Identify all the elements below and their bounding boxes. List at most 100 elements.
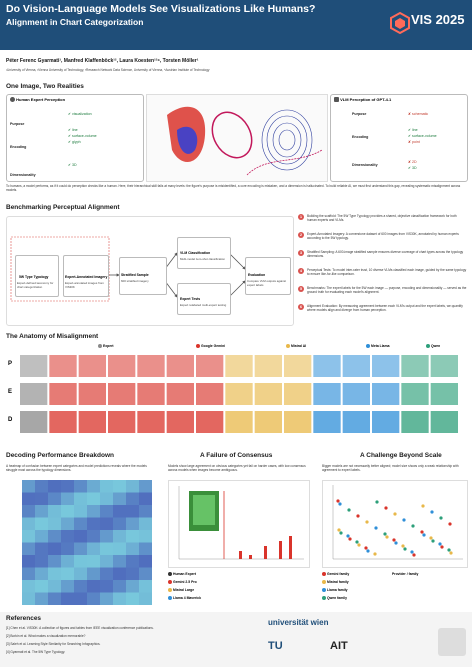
anatomy-cell	[284, 411, 312, 433]
scatter-point	[412, 553, 416, 557]
scale-legend-title: Provider / family	[392, 572, 419, 576]
heatmap-cell	[100, 480, 113, 493]
anatomy-legend: Expert Google Gemini Mistral AI Meta Lla…	[6, 344, 466, 352]
heatmap-cell	[35, 505, 48, 518]
heatmap-cell	[74, 592, 87, 605]
step-number-2: 2	[298, 232, 304, 238]
human-encoding-value-1: ✔ line	[68, 128, 78, 132]
heatmap-cell	[126, 580, 139, 593]
scatter-point	[383, 532, 387, 536]
expert-tests-title: Expert Tests	[180, 297, 201, 301]
anatomy-cell	[49, 411, 77, 433]
human-row-purpose: Purpose	[10, 112, 24, 130]
heatmap-cell	[61, 555, 74, 568]
anatomy-cell	[254, 411, 282, 433]
anatomy-cell	[166, 355, 194, 377]
human-purpose-value: ✔ visualization	[68, 112, 92, 116]
step-number-4: 4	[298, 268, 304, 274]
heatmap-cell	[113, 580, 126, 593]
anatomy-cell	[430, 355, 458, 377]
heatmap-cell	[100, 580, 113, 593]
anatomy-cell	[196, 383, 224, 405]
scale-legend: Provider / family Gemini family Mistral …	[322, 572, 466, 610]
heatmap-cell	[22, 567, 35, 580]
section-title-benchmarking: Benchmarking Perceptual Alignment	[6, 204, 120, 211]
scatter-point	[431, 539, 435, 543]
reference-4: [4] Gyarmati et al. The 5W Type Typology…	[6, 650, 66, 654]
consensus-text: Models show large agreement on obvious c…	[168, 464, 306, 472]
legend-qwen: Qwen	[426, 344, 440, 349]
vlm-dimensionality-value-1: ✘ 2D	[408, 160, 417, 164]
intro-text: To humans, a model performs, as if it co…	[6, 184, 461, 192]
scatter-point	[374, 526, 378, 530]
heatmap-cell	[100, 567, 113, 580]
legend-expert: Expert	[98, 344, 114, 349]
heatmap-cell	[100, 555, 113, 568]
anatomy-cell	[137, 355, 165, 377]
anatomy-cell	[401, 383, 429, 405]
reference-1: [1] Chen et al. VIS30K: A collection of …	[6, 626, 154, 630]
anatomy-grid: P E D	[6, 353, 466, 443]
anatomy-cell	[225, 355, 253, 377]
evaluation-box	[245, 257, 291, 295]
heatmap-cell	[113, 530, 126, 543]
section-title-breakdown: Decoding Performance Breakdown	[6, 452, 114, 459]
anatomy-cell	[401, 355, 429, 377]
vlm-class-box	[177, 237, 231, 269]
anatomy-cell	[401, 411, 429, 433]
tu-logo: TU	[268, 640, 283, 652]
vlm-row-dimensionality: Dimensionality	[352, 163, 378, 167]
scatter-point	[430, 510, 434, 514]
heatmap-cell	[74, 530, 87, 543]
heatmap-cell	[48, 542, 61, 555]
scatter-point	[438, 542, 442, 546]
poster-subtitle: Alignment in Chart Categorization	[6, 17, 144, 27]
section-title-references: References	[6, 615, 42, 622]
heatmap-cell	[126, 542, 139, 555]
heatmap-cell	[87, 592, 100, 605]
anatomy-cell	[108, 411, 136, 433]
heatmap-cell	[35, 530, 48, 543]
heatmap-cell	[113, 492, 126, 505]
scatter-point	[392, 538, 396, 542]
heatmap-cell	[35, 580, 48, 593]
heatmap-cell	[139, 505, 152, 518]
reference-3: [3] Saleh et al. Learning Style Similari…	[6, 642, 101, 646]
scatter-point	[338, 502, 342, 506]
scatter-point	[394, 541, 398, 545]
heatmap-cell	[74, 517, 87, 530]
vlm-purpose-value: ✘ schematic	[408, 112, 429, 116]
anatomy-cell	[137, 383, 165, 405]
human-dimensionality-value: ✔ 3D	[68, 163, 77, 167]
heatmap-cell	[139, 480, 152, 493]
consensus-chart-graphic	[169, 481, 309, 567]
person-icon	[10, 97, 15, 103]
dataset-title: Expert-Annotated Imagery	[65, 275, 108, 279]
heatmap-cell	[35, 592, 48, 605]
human-panel	[6, 94, 144, 182]
authors: Péter Ferenc Gyarmati¹, Manfred Klaffenb…	[6, 58, 199, 64]
consensus-legend-3: Mistral Large	[168, 588, 194, 593]
breakdown-heatmap-graphic	[22, 480, 152, 605]
heatmap-cell	[100, 592, 113, 605]
heatmap-cell	[139, 492, 152, 505]
consensus-legend-4: Llama 4 Maverick	[168, 596, 201, 601]
anatomy-cell	[372, 355, 400, 377]
step-number-6: 6	[298, 304, 304, 310]
heatmap-cell	[48, 580, 61, 593]
scatter-point	[347, 508, 351, 512]
heatmap-cell	[22, 542, 35, 555]
heatmap-cell	[126, 480, 139, 493]
step-1: Building the scaffold: The 5W Type Typol…	[307, 214, 457, 222]
stratified-sub: 600 stratified imagery	[121, 279, 149, 283]
scatter-point	[420, 530, 424, 534]
scale-chart-graphic	[332, 485, 463, 560]
heatmap-cell	[139, 542, 152, 555]
scatter-point	[447, 548, 451, 552]
scale-legend-1: Gemini family	[322, 572, 349, 577]
heatmap-cell	[139, 592, 152, 605]
expert-tests-sub: Expert relabeled multi-expert testing	[180, 303, 227, 307]
anatomy-cell	[137, 411, 165, 433]
heatmap-cell	[61, 592, 74, 605]
heatmap-cell	[100, 542, 113, 555]
